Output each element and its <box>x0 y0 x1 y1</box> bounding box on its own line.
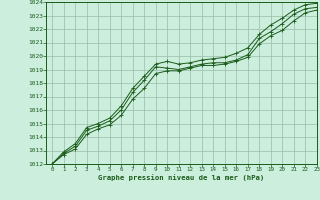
X-axis label: Graphe pression niveau de la mer (hPa): Graphe pression niveau de la mer (hPa) <box>99 174 265 181</box>
